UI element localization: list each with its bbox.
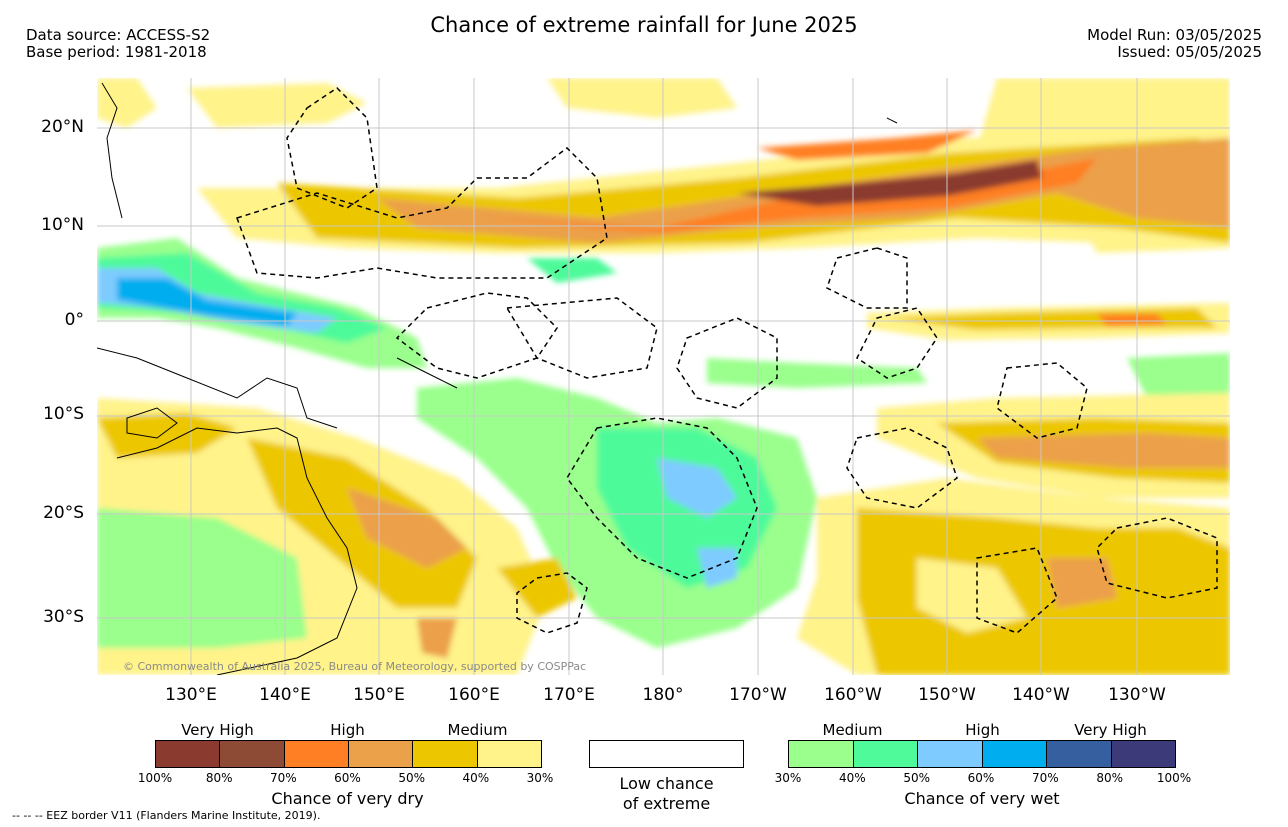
dry-tick-label: 30% (526, 771, 554, 785)
lat-label: 30°S (43, 607, 84, 627)
data-source-label: Data source: ACCESS-S2 (26, 26, 211, 44)
lon-label: 140°W (1012, 685, 1070, 705)
lon-label: 160°E (448, 685, 500, 705)
dry-colorbar (155, 740, 542, 768)
lat-label: 10°S (43, 404, 84, 424)
lon-label: 160°W (824, 685, 882, 705)
lon-label: 150°W (918, 685, 976, 705)
dry-swatch (156, 741, 221, 767)
wet-swatch (853, 741, 918, 767)
base-period-label: Base period: 1981-2018 (26, 43, 207, 61)
lat-label: 10°N (41, 215, 84, 235)
wet-tick-label: 40% (838, 771, 866, 785)
eez-border-note: -- -- -- EEZ border V11 (Flanders Marine… (12, 809, 321, 822)
wet-swatch (982, 741, 1047, 767)
dry-tick-label: 100% (137, 771, 173, 785)
low-chance-label-line1: Low chance (619, 774, 714, 793)
lat-label: 20°S (43, 503, 84, 523)
wet-swatch (918, 741, 983, 767)
wet-swatch (789, 741, 854, 767)
dry-tick-label: 50% (398, 771, 425, 785)
dry-swatch (413, 741, 478, 767)
eez-borders (236, 87, 1218, 634)
wet-tick-label: 70% (1031, 771, 1059, 785)
rainfall-map (97, 78, 1230, 675)
dry-swatch (220, 741, 285, 767)
lon-label: 130°W (1108, 685, 1166, 705)
low-chance-swatch (589, 740, 744, 768)
dry-tick-label: 60% (334, 771, 361, 785)
dry-level-very-high: Very High (181, 721, 254, 739)
model-run-label: Model Run: 03/05/2025 (1087, 26, 1262, 44)
low-chance-label-line2: of extreme (622, 794, 711, 813)
wet-tick-label: 80% (1096, 771, 1123, 785)
wet-level-high: High (965, 721, 1000, 739)
dry-level-medium: Medium (447, 721, 508, 739)
dry-legend-title: Chance of very dry (271, 789, 424, 808)
dry-tick-label: 80% (205, 771, 233, 785)
lon-label: 150°E (353, 685, 405, 705)
dry-swatch (348, 741, 414, 767)
map-title: Chance of extreme rainfall for June 2025 (430, 13, 858, 37)
dry-level-high: High (330, 721, 365, 739)
lon-label: 170°W (729, 685, 787, 705)
wet-tick-label: 60% (967, 771, 995, 785)
copyright-notice: © Commonwealth of Australia 2025, Bureau… (123, 660, 587, 673)
lon-label: 170°E (543, 685, 595, 705)
wet-tick-label: 100% (1156, 771, 1192, 785)
lat-label: 20°N (41, 117, 84, 137)
wet-swatch (1111, 741, 1175, 767)
wet-level-medium: Medium (822, 721, 883, 739)
dry-tick-label: 70% (269, 771, 297, 785)
dry-swatch (477, 741, 541, 767)
wet-tick-label: 50% (903, 771, 930, 785)
lon-label: 140°E (259, 685, 311, 705)
wet-tick-label: 30% (774, 771, 802, 785)
lon-label: 130°E (165, 685, 217, 705)
dry-tick-label: 40% (462, 771, 490, 785)
issued-date-label: Issued: 05/05/2025 (1117, 43, 1262, 61)
wet-legend-title: Chance of very wet (904, 789, 1060, 808)
dry-swatch (284, 741, 349, 767)
wet-colorbar (788, 740, 1176, 768)
coastlines (97, 82, 898, 675)
wet-level-very-high: Very High (1074, 721, 1147, 739)
wet-swatch (1047, 741, 1112, 767)
lon-label: 180° (642, 685, 684, 705)
lat-label: 0° (64, 310, 84, 330)
